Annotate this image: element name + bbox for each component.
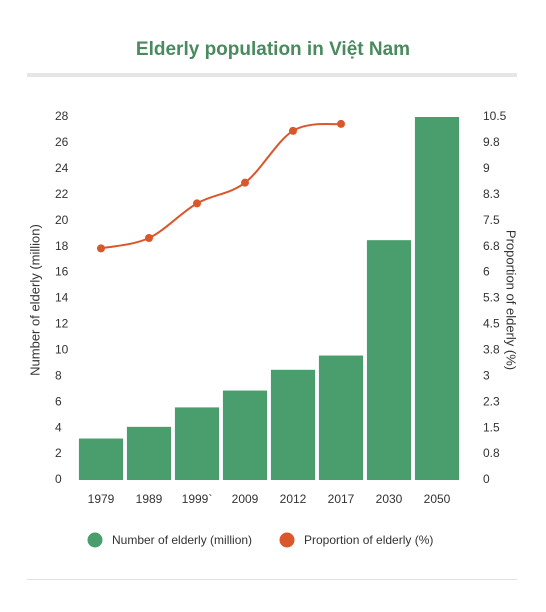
- y2-tick-label: 4.5: [483, 317, 500, 331]
- bar: [270, 369, 316, 480]
- y-tick-label: 0: [55, 472, 62, 486]
- x-tick-label: 2012: [280, 492, 307, 506]
- y-axis-title: Number of elderly (million): [27, 224, 42, 376]
- y2-tick-label: 2.3: [483, 394, 500, 408]
- x-tick-label: 1989: [136, 492, 163, 506]
- y2-tick-label: 9.8: [483, 135, 500, 149]
- x-tick-label: 2017: [328, 492, 355, 506]
- y-tick-label: 24: [55, 161, 69, 175]
- divider: [27, 73, 517, 77]
- x-tick-label: 1979: [88, 492, 115, 506]
- y-tick-label: 4: [55, 420, 62, 434]
- x-tick-label: 2009: [232, 492, 259, 506]
- y2-tick-label: 10.5: [483, 109, 507, 123]
- point: [145, 234, 153, 242]
- y2-tick-label: 8.3: [483, 187, 500, 201]
- point: [337, 119, 345, 128]
- x-tick-label: 1999`: [182, 492, 213, 506]
- y-tick-label: 22: [55, 187, 69, 201]
- divider: [27, 579, 517, 580]
- bar: [78, 438, 124, 480]
- y-tick-label: 28: [55, 109, 69, 123]
- line: [100, 122, 342, 250]
- y2-tick-label: 0: [483, 472, 490, 486]
- y2-tick-label: 0.8: [483, 446, 500, 460]
- x-tick-label: 2050: [424, 492, 451, 506]
- chart-title: Elderly population in Việt Nam: [136, 39, 410, 60]
- y2-tick-label: 6: [483, 265, 490, 279]
- y2-tick-label: 7.5: [483, 213, 500, 227]
- x-tick-label: 2030: [376, 492, 403, 506]
- legend-label: Number of elderly (million): [112, 533, 252, 547]
- y2-axis-title: Proportion of elderly (%): [504, 230, 519, 370]
- y2-tick-label: 3: [483, 368, 490, 382]
- bar: [318, 355, 364, 480]
- bar: [414, 117, 460, 480]
- y-tick-label: 12: [55, 317, 69, 331]
- point: [241, 178, 249, 187]
- point: [193, 199, 201, 208]
- legend-label: Proportion of elderly (%): [304, 533, 433, 547]
- y-tick-label: 20: [55, 213, 69, 227]
- bar: [222, 390, 268, 480]
- bar: [366, 240, 412, 480]
- y-tick-label: 14: [55, 291, 69, 305]
- y2-tick-label: 5.3: [483, 291, 500, 305]
- y2-tick-label: 9: [483, 161, 490, 175]
- y2-tick-label: 3.8: [483, 343, 500, 357]
- point: [97, 244, 105, 253]
- y-tick-label: 26: [55, 135, 69, 149]
- y-tick-label: 8: [55, 368, 62, 382]
- bar: [126, 426, 172, 480]
- y-tick-label: 6: [55, 394, 62, 408]
- legend-marker: [87, 532, 103, 548]
- y2-tick-label: 6.8: [483, 239, 500, 253]
- point: [289, 126, 297, 135]
- legend-marker: [279, 532, 295, 548]
- bar: [174, 407, 220, 480]
- y-tick-label: 2: [55, 446, 62, 460]
- y-tick-label: 10: [55, 343, 69, 357]
- y-tick-label: 16: [55, 265, 69, 279]
- y-tick-label: 18: [55, 239, 69, 253]
- y2-tick-label: 1.5: [483, 420, 500, 434]
